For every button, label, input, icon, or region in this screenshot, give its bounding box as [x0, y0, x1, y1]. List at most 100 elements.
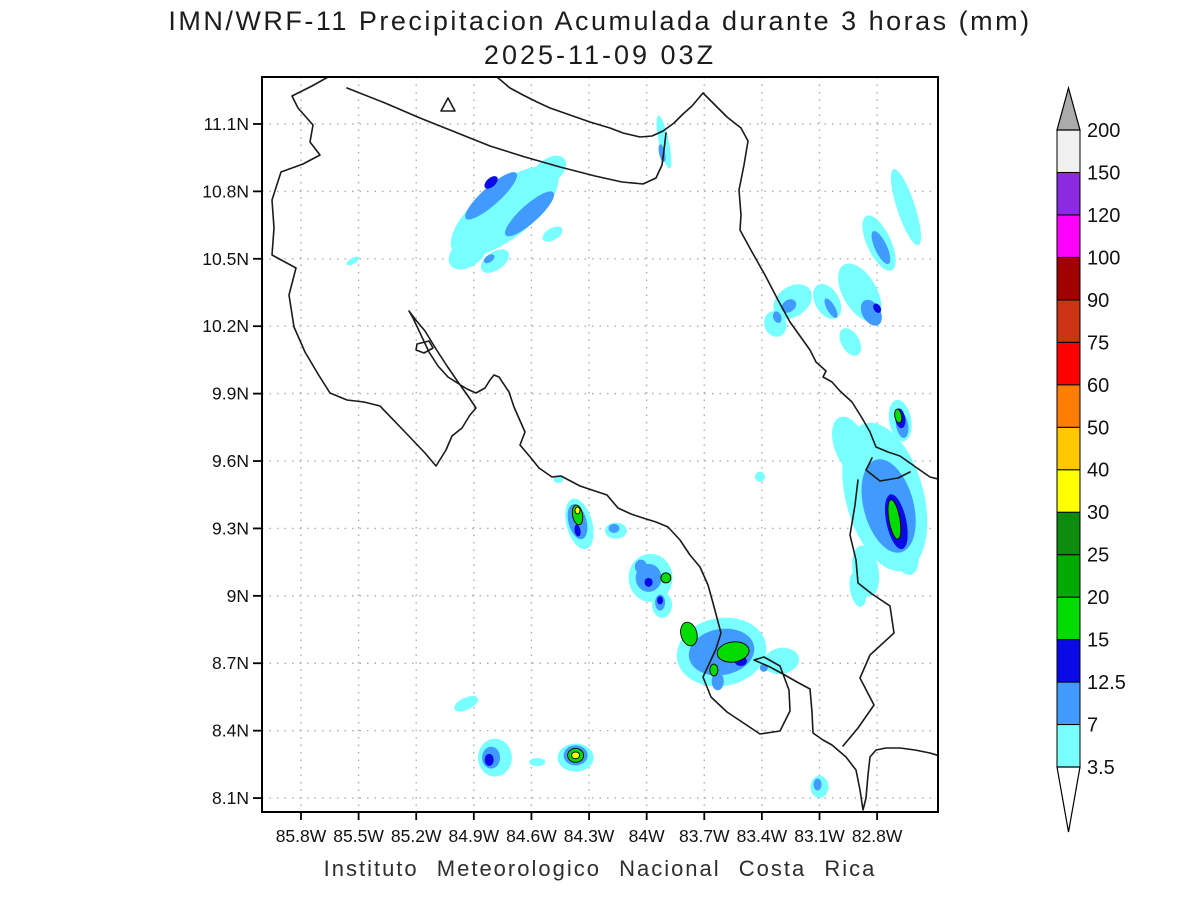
precip-cell — [680, 621, 698, 647]
precip-cell — [465, 172, 518, 220]
colorbar-label: 15 — [1087, 630, 1109, 652]
coastlines — [271, 77, 938, 811]
y-tick-label: 9.3N — [212, 518, 249, 538]
precip-cell — [832, 416, 869, 475]
x-tick-label: 84W — [629, 826, 665, 846]
x-tick-label: 82.8W — [852, 826, 903, 846]
x-tick-label: 83.1W — [794, 826, 845, 846]
colorbar-under-arrow — [1056, 766, 1081, 833]
map-frame — [261, 76, 939, 813]
colorbar-label: 7 — [1087, 715, 1098, 737]
precip-cell — [531, 155, 567, 187]
colorbar-label: 30 — [1087, 502, 1109, 524]
precip-cell — [849, 571, 867, 607]
x-tick-label: 84.3W — [564, 826, 615, 846]
x-tick-label: 84.6W — [506, 826, 557, 846]
precip-cell — [571, 751, 581, 760]
colorbar-label: 50 — [1087, 417, 1109, 439]
precip-cell — [574, 524, 581, 537]
y-tick-label: 10.5N — [202, 249, 249, 269]
precip-cell — [660, 572, 672, 584]
precip-cell — [871, 231, 891, 265]
precip-cell — [346, 256, 360, 266]
colorbar-segment — [1056, 341, 1081, 386]
colorbar-label: 150 — [1087, 162, 1120, 184]
colorbar-segment — [1056, 596, 1081, 641]
y-tick-label: 8.4N — [212, 721, 249, 741]
precip-cell — [483, 254, 495, 264]
precip-cell — [484, 753, 494, 766]
precip-cell — [657, 596, 664, 605]
precip-cell — [716, 641, 750, 663]
precip-cell — [505, 191, 555, 237]
colorbar-label: 60 — [1087, 375, 1109, 397]
precip-cell — [644, 577, 653, 587]
colorbar-segment — [1056, 214, 1081, 258]
precip-cell — [887, 499, 902, 540]
source-caption: Instituto Meteorologico Nacional Costa R… — [323, 856, 877, 881]
precip-cell — [634, 559, 647, 574]
colorbar-segment — [1056, 511, 1081, 556]
chart-datetime: 2025-11-09 03Z — [483, 40, 717, 70]
precip-cell — [839, 328, 862, 356]
x-tick-label: 84.9W — [449, 826, 500, 846]
precip-cell — [772, 311, 782, 323]
colorbar-label: 120 — [1087, 205, 1120, 227]
nicaragua-border-line — [346, 87, 667, 185]
colorbar-label: 200 — [1087, 120, 1120, 142]
y-tick-label: 8.7N — [212, 653, 249, 673]
precip-cell — [711, 672, 724, 691]
precip-cell — [529, 758, 546, 767]
colorbar-legend: 3.5 7 12.5 15 20 25 30 40 50 60 75 90 100 120 150 200 — [1056, 85, 1126, 833]
y-tick-label: 9.6N — [212, 451, 249, 471]
chira-island — [415, 340, 434, 354]
lake-island-triangle — [440, 97, 456, 112]
colorbar-label: 12.5 — [1087, 672, 1126, 694]
colorbar-segment — [1056, 299, 1081, 343]
x-tick-label: 83.7W — [679, 826, 730, 846]
y-tick-label: 10.8N — [202, 181, 249, 201]
y-tick-label: 10.2N — [202, 316, 249, 336]
precip-cell — [873, 303, 882, 313]
y-tick-label: 9N — [227, 586, 249, 606]
precip-cell — [656, 115, 672, 169]
colorbar-label: 25 — [1087, 545, 1109, 567]
colorbar-label: 3.5 — [1087, 757, 1115, 779]
precip-cell — [608, 523, 620, 533]
colorbar-segment — [1056, 171, 1081, 216]
precip-cell — [894, 408, 903, 424]
precip-cell — [480, 249, 510, 273]
y-tick-label: 11.1N — [204, 114, 249, 134]
x-tick-label: 85.8W — [276, 826, 327, 846]
colorbar-segment — [1056, 554, 1081, 598]
x-tick-label: 85.2W — [391, 826, 442, 846]
colorbar-segment — [1056, 426, 1081, 471]
colorbar-label: 100 — [1087, 247, 1120, 269]
panama-border-line — [842, 479, 895, 747]
colorbar-label: 40 — [1087, 460, 1109, 482]
colorbar-label: 20 — [1087, 587, 1109, 609]
colorbar-segment — [1056, 129, 1081, 173]
colorbar-segment — [1056, 681, 1081, 726]
precip-cell — [781, 299, 797, 313]
precip-cell — [709, 663, 719, 677]
colorbar-segment — [1056, 384, 1081, 428]
precip-cell — [542, 226, 563, 242]
colorbar-segment — [1056, 469, 1081, 513]
precip-cell — [448, 234, 488, 270]
precip-cell — [813, 778, 822, 791]
y-tick-label: 9.9N — [212, 384, 249, 404]
colorbar-segment — [1056, 724, 1081, 768]
coastline-caribbean-and-lake — [496, 77, 938, 480]
x-tick-label: 83.4W — [737, 826, 788, 846]
colorbar-segment — [1056, 639, 1081, 683]
colorbar-label: 90 — [1087, 290, 1109, 312]
precip-cell — [484, 176, 498, 189]
limon-lagoon-line — [865, 457, 911, 482]
grid-lines — [262, 77, 938, 812]
precip-cell — [454, 696, 479, 712]
precip-cell — [574, 506, 581, 515]
axis-ticks-and-labels: 85.8W 85.5W 85.2W 84.9W 84.6W 84.3W 84W 83.7W 83… — [202, 114, 903, 846]
